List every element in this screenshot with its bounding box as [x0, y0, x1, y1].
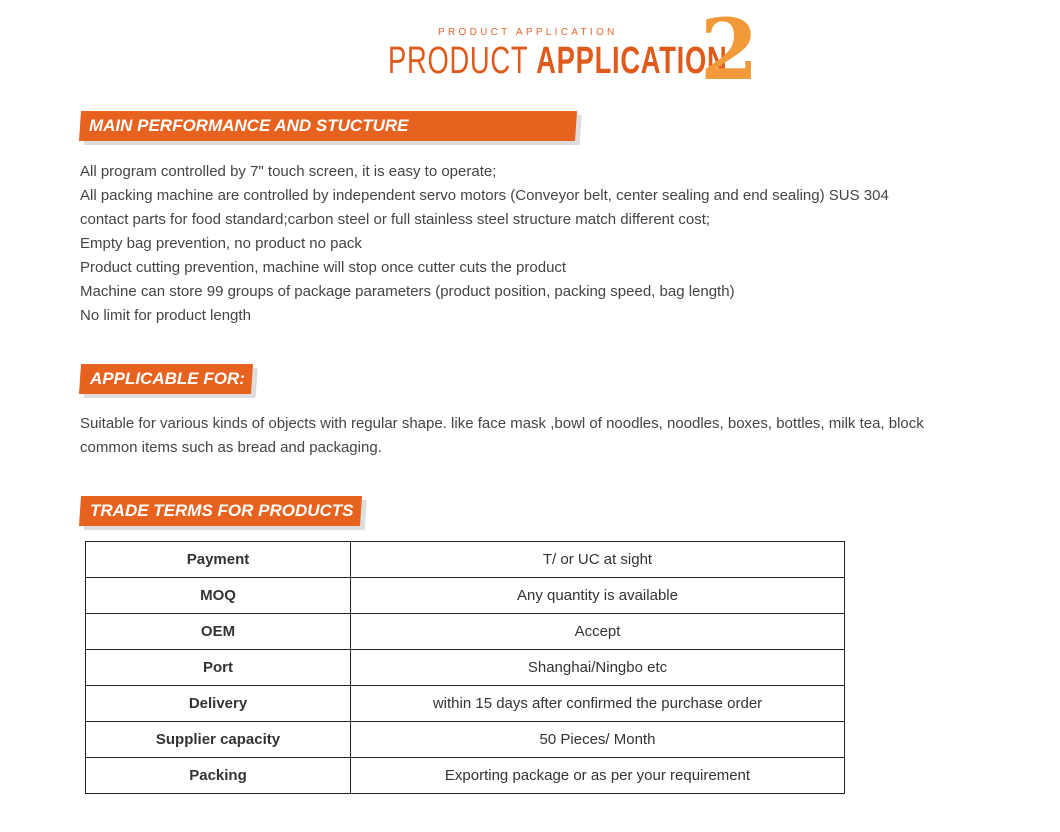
text-line: contact parts for food standard;carbon s… — [80, 211, 711, 228]
header-subtitle: PRODUCT APPLICATION — [438, 27, 618, 38]
title-part-1: PRODUCT — [388, 40, 528, 82]
section-banner-characteristics: MAIN PERFORMANCE AND STUCTURE CHARACTERI… — [78, 111, 578, 165]
text-line: Machine can store 99 groups of package p… — [80, 283, 735, 300]
table-row: Supplier capacity 50 Pieces/ Month — [85, 721, 845, 758]
text-line: All packing machine are controlled by in… — [80, 187, 889, 204]
table-row: Delivery within 15 days after confirmed t… — [85, 685, 845, 722]
text-line: Empty bag prevention, no product no pack — [80, 235, 362, 252]
text-line: All program controlled by 7" touch scree… — [80, 163, 497, 180]
text-line: No limit for product length — [80, 307, 251, 324]
table-row: Packing Exporting package or as per your … — [85, 757, 845, 794]
table-row: OEM Accept — [85, 613, 845, 650]
title-part-2: APPLICATION — [536, 40, 728, 82]
text-line: Suitable for various kinds of objects wi… — [80, 415, 924, 432]
text-line: common items such as bread and packaging… — [80, 439, 382, 456]
applicable-text: Suitable for various kinds of objects wi… — [80, 412, 924, 460]
section-banner-applicable: APPLICABLE FOR: — [78, 364, 254, 394]
section-banner-trade-terms: TRADE TERMS FOR PRODUCTS — [78, 496, 363, 526]
page-title: PRODUCT APPLICATION — [388, 40, 727, 83]
text-line: Product cutting prevention, machine will… — [80, 259, 567, 276]
trade-terms-table: Payment T/ or UC at sight MOQ Any quantity… — [85, 541, 845, 794]
table-row: Payment T/ or UC at sight — [85, 541, 845, 578]
section-number: 2 — [700, 0, 759, 99]
table-row: Port Shanghai/Ningbo etc — [85, 649, 845, 686]
table-row: MOQ Any quantity is available — [85, 577, 845, 614]
characteristics-text: All program controlled by 7" touch scree… — [80, 160, 889, 328]
